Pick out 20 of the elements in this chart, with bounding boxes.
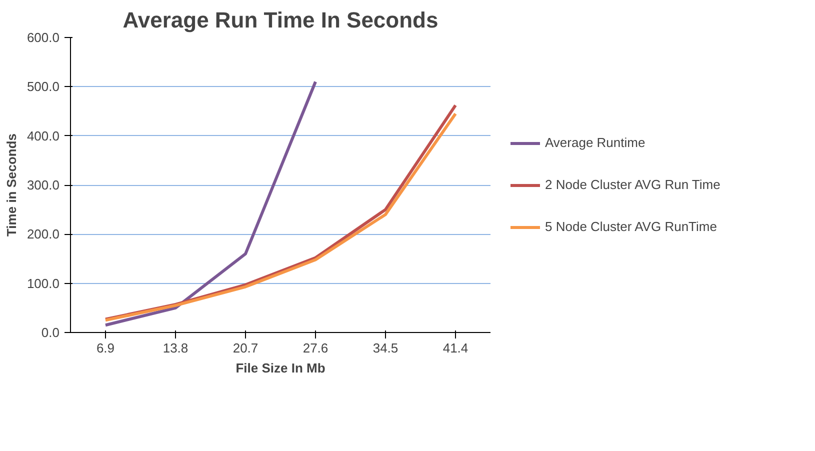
y-tick-label: 100.0 xyxy=(26,276,60,291)
x-tick-label: 41.4 xyxy=(442,340,468,356)
x-tick-label: 13.8 xyxy=(162,340,188,356)
y-tick-label: 500.0 xyxy=(26,79,60,94)
x-axis-title: File Size In Mb xyxy=(236,360,326,376)
y-tick-label: 200.0 xyxy=(26,226,60,242)
y-axis-title: Time in Seconds xyxy=(4,133,19,237)
legend-label: 5 Node Cluster AVG RunTime xyxy=(545,219,717,234)
chart-title: Average Run Time In Seconds xyxy=(122,8,438,32)
x-tick-label: 20.7 xyxy=(232,340,258,356)
y-tick-label: 300.0 xyxy=(26,178,60,192)
x-tick-label: 27.6 xyxy=(302,340,328,356)
y-tick-label: 600.0 xyxy=(26,30,60,45)
legend-label: Average Runtime xyxy=(545,135,646,150)
x-tick-label: 6.9 xyxy=(96,340,115,356)
line-series xyxy=(104,80,317,327)
x-tick-label: 34.5 xyxy=(372,340,398,356)
legend-label: 2 Node Cluster AVG Run Time xyxy=(545,177,720,192)
y-tick-label: 0.0 xyxy=(41,325,60,340)
y-tick-label: 400.0 xyxy=(26,128,60,144)
